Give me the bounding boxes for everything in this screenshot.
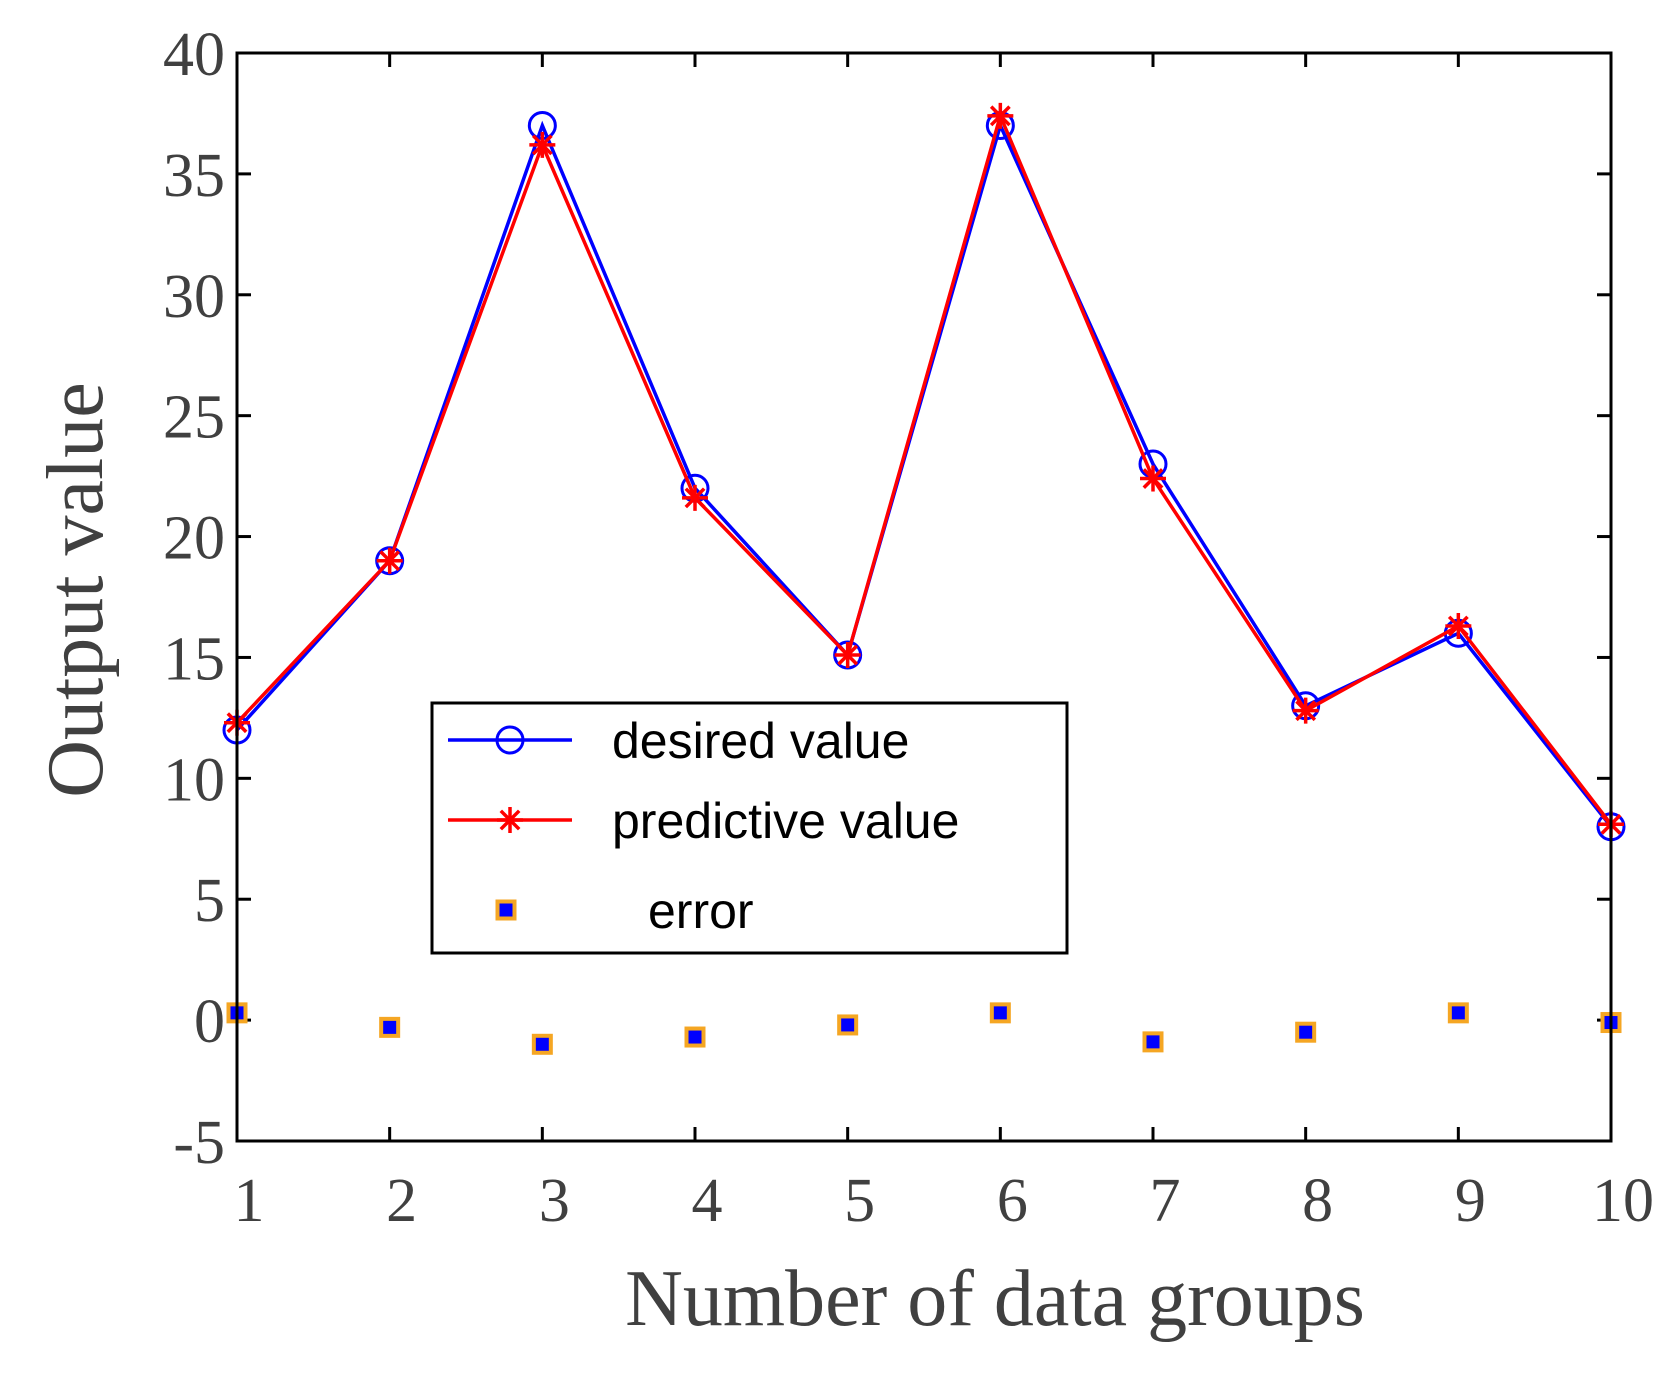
y-tick-label: 25 [163, 384, 225, 452]
y-axis-title: Output value [32, 382, 120, 797]
error-point [379, 1016, 401, 1038]
error-point [1295, 1021, 1317, 1043]
predictive-point [834, 642, 861, 669]
x-tick-label: 2 [386, 1167, 417, 1235]
x-axis-title: Number of data groups [625, 1255, 1365, 1343]
x-tick-label: 4 [692, 1167, 723, 1235]
legend-desired-marker [495, 725, 525, 755]
predictive-point [1292, 697, 1319, 724]
y-tick-label: 0 [194, 988, 225, 1056]
y-tick-label: 5 [194, 867, 225, 935]
error-point [989, 1002, 1011, 1024]
x-tick-label: 3 [539, 1167, 570, 1235]
series-layer [222, 102, 1626, 1055]
y-tick-label: 30 [163, 263, 225, 331]
predictive-point [529, 131, 556, 158]
x-tick-label: 5 [844, 1167, 875, 1235]
legend-error-marker [495, 899, 517, 921]
legend-entries: desired value predictive value error [448, 713, 959, 939]
y-tick-label: 10 [163, 746, 225, 814]
legend-desired-label: desired value [612, 713, 909, 769]
legend-predictive-label: predictive value [612, 793, 959, 849]
error-point [684, 1026, 706, 1048]
predictive-point [376, 547, 403, 574]
x-tick-label: 8 [1302, 1167, 1333, 1235]
y-tick-label: -5 [173, 1109, 225, 1177]
error-point [1142, 1031, 1164, 1053]
error-point [837, 1014, 859, 1036]
predictive-point [682, 484, 708, 511]
x-tick-label: 7 [1150, 1167, 1181, 1235]
predictive-point [1140, 465, 1166, 492]
tick-labels: -5 0 5 10 15 20 25 30 35 40 1 2 3 4 5 6 7 8 9 10 [163, 21, 1654, 1235]
error-point [1447, 1002, 1469, 1024]
legend-predictive-marker [497, 807, 523, 833]
plot-frame [235, 51, 1613, 1143]
error-point [531, 1033, 553, 1055]
y-tick-label: 35 [163, 142, 225, 210]
y-tick-label: 40 [163, 21, 225, 89]
y-tick-label: 15 [163, 625, 225, 693]
x-tick-label: 9 [1455, 1167, 1486, 1235]
predictive-point [987, 102, 1014, 129]
y-tick-label: 20 [163, 505, 225, 573]
plot-area [237, 53, 1611, 1141]
x-tick-label: 6 [997, 1167, 1028, 1235]
series-predictive-line [235, 110, 1613, 826]
legend-error-label: error [648, 883, 754, 939]
x-tick-label: 10 [1592, 1167, 1654, 1235]
legend-box [430, 701, 1069, 955]
legend: desired value predictive value error [430, 701, 1069, 955]
predictive-point [1445, 613, 1472, 640]
x-tick-label: 1 [234, 1167, 265, 1235]
